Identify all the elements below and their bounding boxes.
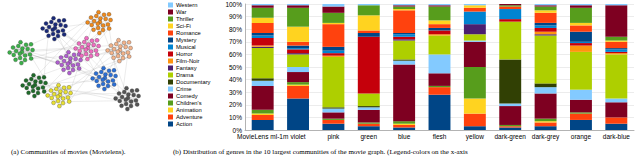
- svg-text:dark-green: dark-green: [495, 133, 527, 141]
- svg-text:10%: 10%: [229, 114, 242, 121]
- svg-text:20%: 20%: [229, 101, 242, 108]
- svg-text:Comedy: Comedy: [176, 93, 198, 99]
- svg-text:Documentary: Documentary: [176, 79, 211, 85]
- svg-text:Musical: Musical: [176, 44, 196, 50]
- svg-text:Adventure: Adventure: [176, 114, 202, 120]
- svg-text:MovieLens ml-1m: MovieLens ml-1m: [237, 133, 288, 140]
- svg-text:Thriller: Thriller: [176, 16, 194, 22]
- svg-text:70%: 70%: [229, 38, 242, 45]
- svg-text:Animation: Animation: [176, 107, 202, 113]
- svg-text:Children's: Children's: [176, 100, 202, 106]
- svg-text:Drama: Drama: [176, 72, 194, 78]
- svg-text:Sci-Fi: Sci-Fi: [176, 23, 191, 29]
- svg-text:90%: 90%: [229, 13, 242, 20]
- svg-text:Crime: Crime: [176, 86, 191, 92]
- svg-text:30%: 30%: [229, 89, 242, 96]
- svg-text:dark-grey: dark-grey: [532, 133, 560, 141]
- svg-text:violet: violet: [290, 133, 305, 140]
- svg-text:Fantasy: Fantasy: [176, 65, 197, 71]
- svg-text:orange: orange: [571, 133, 592, 141]
- svg-text:40%: 40%: [229, 76, 242, 83]
- svg-text:Action: Action: [176, 121, 192, 127]
- svg-text:blue: blue: [398, 133, 411, 140]
- svg-text:yellow: yellow: [466, 133, 484, 141]
- svg-text:War: War: [176, 9, 186, 15]
- svg-text:flesh: flesh: [433, 133, 447, 140]
- svg-text:Horror: Horror: [176, 51, 192, 57]
- svg-text:50%: 50%: [229, 64, 242, 71]
- svg-text:(a) Communities of movies (Mov: (a) Communities of movies (Movielens).: [11, 148, 126, 156]
- svg-text:(b) Distribution of genres in: (b) Distribution of genres in the 10 lar…: [173, 148, 468, 156]
- svg-text:0%: 0%: [232, 126, 242, 134]
- svg-text:dark-blue: dark-blue: [603, 133, 630, 140]
- svg-text:Film-Noir: Film-Noir: [176, 58, 200, 64]
- svg-text:pink: pink: [327, 133, 340, 141]
- svg-text:Romance: Romance: [176, 30, 201, 36]
- svg-text:60%: 60%: [229, 51, 242, 58]
- svg-text:100%: 100%: [225, 1, 242, 8]
- svg-text:green: green: [360, 133, 377, 141]
- svg-text:Western: Western: [176, 2, 197, 8]
- svg-text:80%: 80%: [229, 26, 242, 33]
- svg-text:Mystery: Mystery: [176, 37, 196, 43]
